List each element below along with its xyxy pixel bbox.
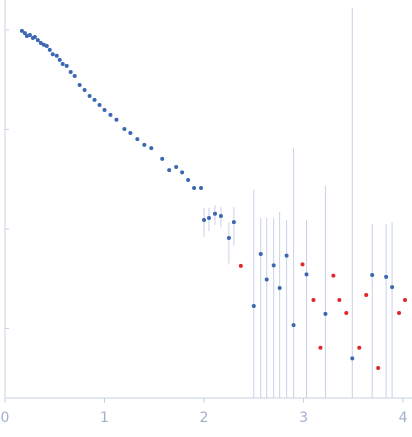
data-point (370, 272, 375, 277)
data-point (337, 298, 342, 303)
data-point (60, 61, 65, 66)
data-point (167, 168, 172, 173)
data-point (291, 323, 296, 328)
x-tick-label: 1 (100, 410, 109, 426)
data-point (238, 263, 243, 268)
data-point (206, 215, 211, 220)
data-point (258, 252, 263, 257)
data-point (202, 218, 207, 223)
data-point (180, 170, 185, 175)
data-point (192, 185, 197, 190)
data-point (212, 211, 217, 216)
data-point (128, 131, 133, 136)
data-point (199, 185, 204, 190)
x-tick-label: 0 (1, 410, 10, 426)
data-point (397, 310, 402, 315)
x-tick-label: 4 (399, 410, 408, 426)
data-point (102, 107, 107, 112)
data-point (50, 52, 55, 57)
data-point (186, 178, 191, 183)
x-tick-label: 2 (200, 410, 209, 426)
data-point (27, 32, 32, 37)
data-point (344, 310, 349, 315)
data-point (92, 97, 97, 102)
data-point (64, 63, 69, 68)
data-point (135, 137, 140, 142)
data-point (311, 298, 316, 303)
data-point (300, 262, 305, 267)
data-point (331, 273, 336, 278)
data-point (54, 53, 59, 58)
data-point (350, 356, 355, 361)
data-point (68, 69, 73, 74)
data-point (77, 82, 82, 87)
data-point (114, 117, 119, 122)
data-point (47, 47, 52, 52)
data-point (264, 277, 269, 282)
data-point (108, 112, 113, 117)
data-point (376, 366, 381, 371)
data-point (384, 274, 389, 279)
data-point (122, 127, 127, 132)
data-point (226, 236, 231, 241)
data-point (277, 286, 282, 291)
x-tick-label: 3 (299, 410, 308, 426)
data-point (364, 292, 369, 297)
data-point (160, 156, 165, 161)
data-point (251, 304, 256, 309)
data-point (357, 345, 362, 350)
data-point (97, 103, 102, 108)
data-point (149, 146, 154, 151)
data-point (304, 272, 309, 277)
data-point (72, 73, 77, 78)
data-point (44, 43, 49, 48)
data-point (390, 285, 395, 290)
data-point (32, 34, 37, 39)
data-point (38, 40, 43, 45)
data-point (218, 213, 223, 218)
data-point (82, 88, 87, 93)
data-point (318, 345, 323, 350)
data-point (87, 93, 92, 98)
plot-area (19, 8, 408, 398)
data-point (231, 220, 236, 225)
data-point (323, 311, 328, 316)
data-point (19, 28, 24, 33)
data-point (284, 253, 289, 258)
data-point (403, 298, 408, 303)
data-point (271, 263, 276, 268)
data-point (22, 31, 27, 36)
data-point (174, 164, 179, 169)
data-point (142, 142, 147, 147)
data-point (35, 38, 40, 43)
data-point (57, 57, 62, 62)
